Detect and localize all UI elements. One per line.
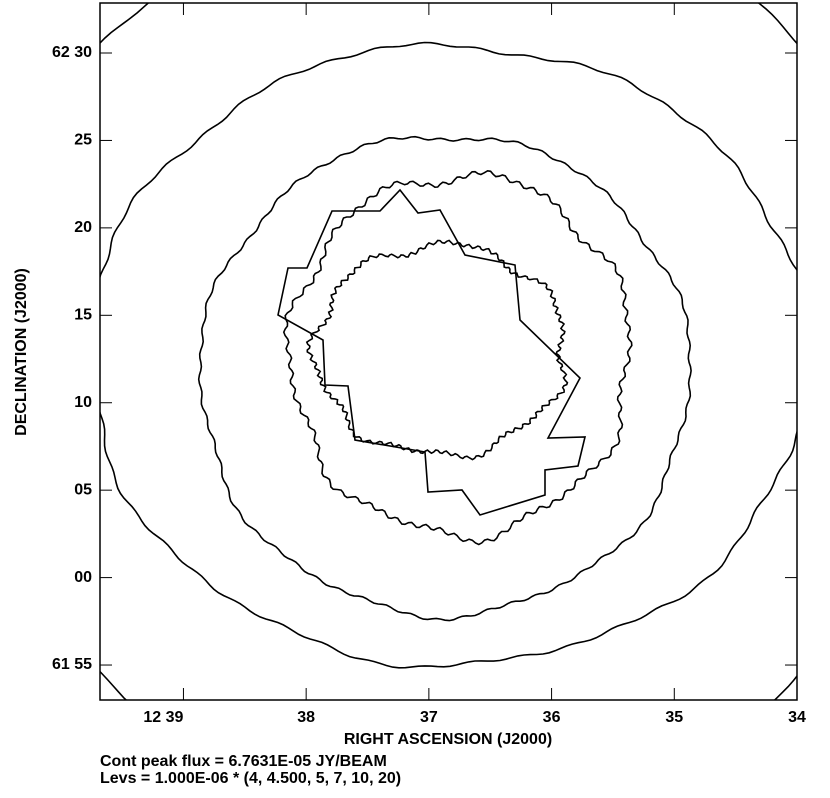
note: Levs = 1.000E-06 * (4, 4.500, 5, 7, 10, … bbox=[100, 770, 401, 787]
x-axis-title: RIGHT ASCENSION (J2000) bbox=[344, 731, 552, 748]
contour bbox=[197, 135, 692, 622]
x-tick-label: 34 bbox=[788, 709, 806, 726]
x-tick-label: 35 bbox=[665, 709, 683, 726]
plot-frame bbox=[99, 2, 798, 701]
y-tick-label: 62 30 bbox=[52, 44, 92, 61]
y-axis-title: DECLINATION (J2000) bbox=[13, 268, 30, 436]
y-tick-label: 25 bbox=[74, 132, 92, 149]
contour bbox=[305, 239, 569, 461]
y-tick-label: 61 55 bbox=[52, 656, 92, 673]
contour bbox=[100, 41, 797, 669]
y-tick-label: 15 bbox=[74, 307, 92, 324]
x-tick-label: 38 bbox=[297, 709, 315, 726]
note: Cont peak flux = 6.7631E-05 JY/BEAM bbox=[100, 753, 387, 770]
x-tick-label: 37 bbox=[420, 709, 438, 726]
contour bbox=[282, 169, 633, 546]
x-tick-label: 12 39 bbox=[143, 709, 183, 726]
y-tick-label: 05 bbox=[74, 481, 92, 498]
y-tick-label: 10 bbox=[74, 394, 92, 411]
x-tick-label: 36 bbox=[543, 709, 561, 726]
y-tick-label: 20 bbox=[74, 219, 92, 236]
y-tick-label: 00 bbox=[74, 569, 92, 586]
mosaic-outline bbox=[277, 188, 587, 516]
